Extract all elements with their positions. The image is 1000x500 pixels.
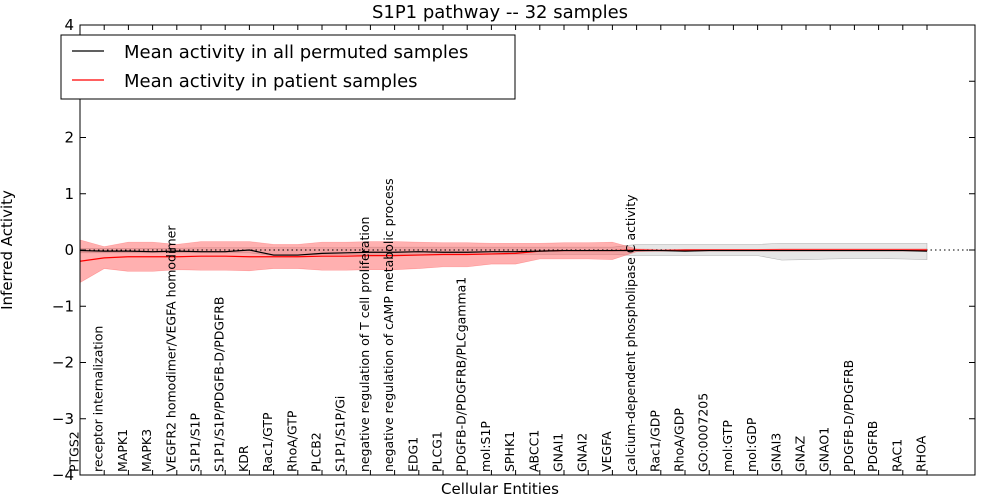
y-tick-label: 4	[64, 16, 74, 34]
entity-label: S1P1/S1P/PDGFB-D/PDGFRB	[212, 297, 227, 473]
entity-label: PTGS2	[67, 431, 82, 472]
entity-labels: PTGS2 receptor internalization MAPK1 MAPK3 V…	[67, 178, 929, 472]
entity-label: S1P1/S1P	[188, 413, 203, 472]
entity-label: PDGFRB	[865, 421, 880, 472]
entity-label: PLCB2	[309, 432, 324, 472]
y-axis-ticks: 43210−1−2−3−4	[52, 16, 975, 484]
y-tick-label: −1	[52, 297, 74, 315]
entity-label: negative regulation of cAMP metabolic pr…	[381, 178, 396, 472]
y-tick-label: 1	[64, 185, 74, 203]
entity-label: ABCC1	[526, 430, 541, 472]
legend: Mean activity in all permuted samples Me…	[60, 34, 516, 100]
confidence-bands	[79, 239, 928, 284]
y-tick-label: 0	[64, 241, 74, 259]
entity-label: RAC1	[889, 439, 904, 472]
entity-label: GNAO1	[817, 427, 832, 472]
plot-frame	[79, 24, 976, 476]
x-axis-ticks	[79, 25, 928, 475]
entity-label: EDG1	[405, 437, 420, 472]
entity-label: Rac1/GDP	[647, 410, 662, 472]
legend-label-patient: Mean activity in patient samples	[124, 71, 418, 92]
entity-label: negative regulation of T cell proliferat…	[357, 217, 372, 472]
series-lines	[79, 249, 975, 262]
entity-label: S1P1/S1P/Gi	[333, 396, 348, 472]
entity-label: receptor internalization	[91, 326, 106, 472]
legend-box	[60, 34, 516, 100]
entity-label: RhoA/GTP	[284, 410, 299, 472]
y-tick-label: −2	[52, 354, 74, 372]
entity-label: GNAI3	[768, 433, 783, 472]
entity-label: GNAI1	[551, 433, 566, 472]
entity-label: PLCG1	[430, 431, 445, 472]
entity-label: RhoA/GDP	[672, 408, 687, 472]
entity-label: mol:GDP	[744, 417, 759, 472]
entity-label: GNAZ	[793, 436, 808, 472]
entity-label: PDGFB-D/PDGFRB/PLCgamma1	[454, 277, 469, 472]
entity-label: mol:S1P	[478, 421, 493, 472]
entity-label: Rac1/GTP	[260, 412, 275, 472]
entity-label: mol:GTP	[720, 420, 735, 472]
entity-label: SPHK1	[502, 431, 517, 472]
legend-label-permuted: Mean activity in all permuted samples	[124, 42, 468, 63]
series-line-permuted	[79, 249, 928, 256]
entity-label: GNAI2	[575, 433, 590, 472]
x-axis-title: Cellular Entities	[441, 480, 559, 498]
entity-label: RHOA	[914, 435, 929, 472]
entity-label: calcium-dependent phospholipase C activi…	[623, 194, 638, 472]
entity-label: GO:0007205	[696, 393, 711, 472]
entity-label: VEGFA	[599, 431, 614, 472]
y-axis-title: Inferred Activity	[0, 190, 16, 310]
y-tick-label: −4	[52, 466, 74, 484]
chart-title: S1P1 pathway -- 32 samples	[372, 2, 628, 23]
y-tick-label: −3	[52, 410, 74, 428]
entity-label: VEGFR2 homodimer/VEGFA homodimer	[163, 225, 178, 472]
entity-label: MAPK3	[139, 429, 154, 472]
y-tick-label: 2	[64, 129, 74, 147]
entity-label: MAPK1	[115, 429, 130, 472]
entity-label: PDGFB-D/PDGFRB	[841, 360, 856, 472]
entity-label: KDR	[236, 445, 251, 472]
